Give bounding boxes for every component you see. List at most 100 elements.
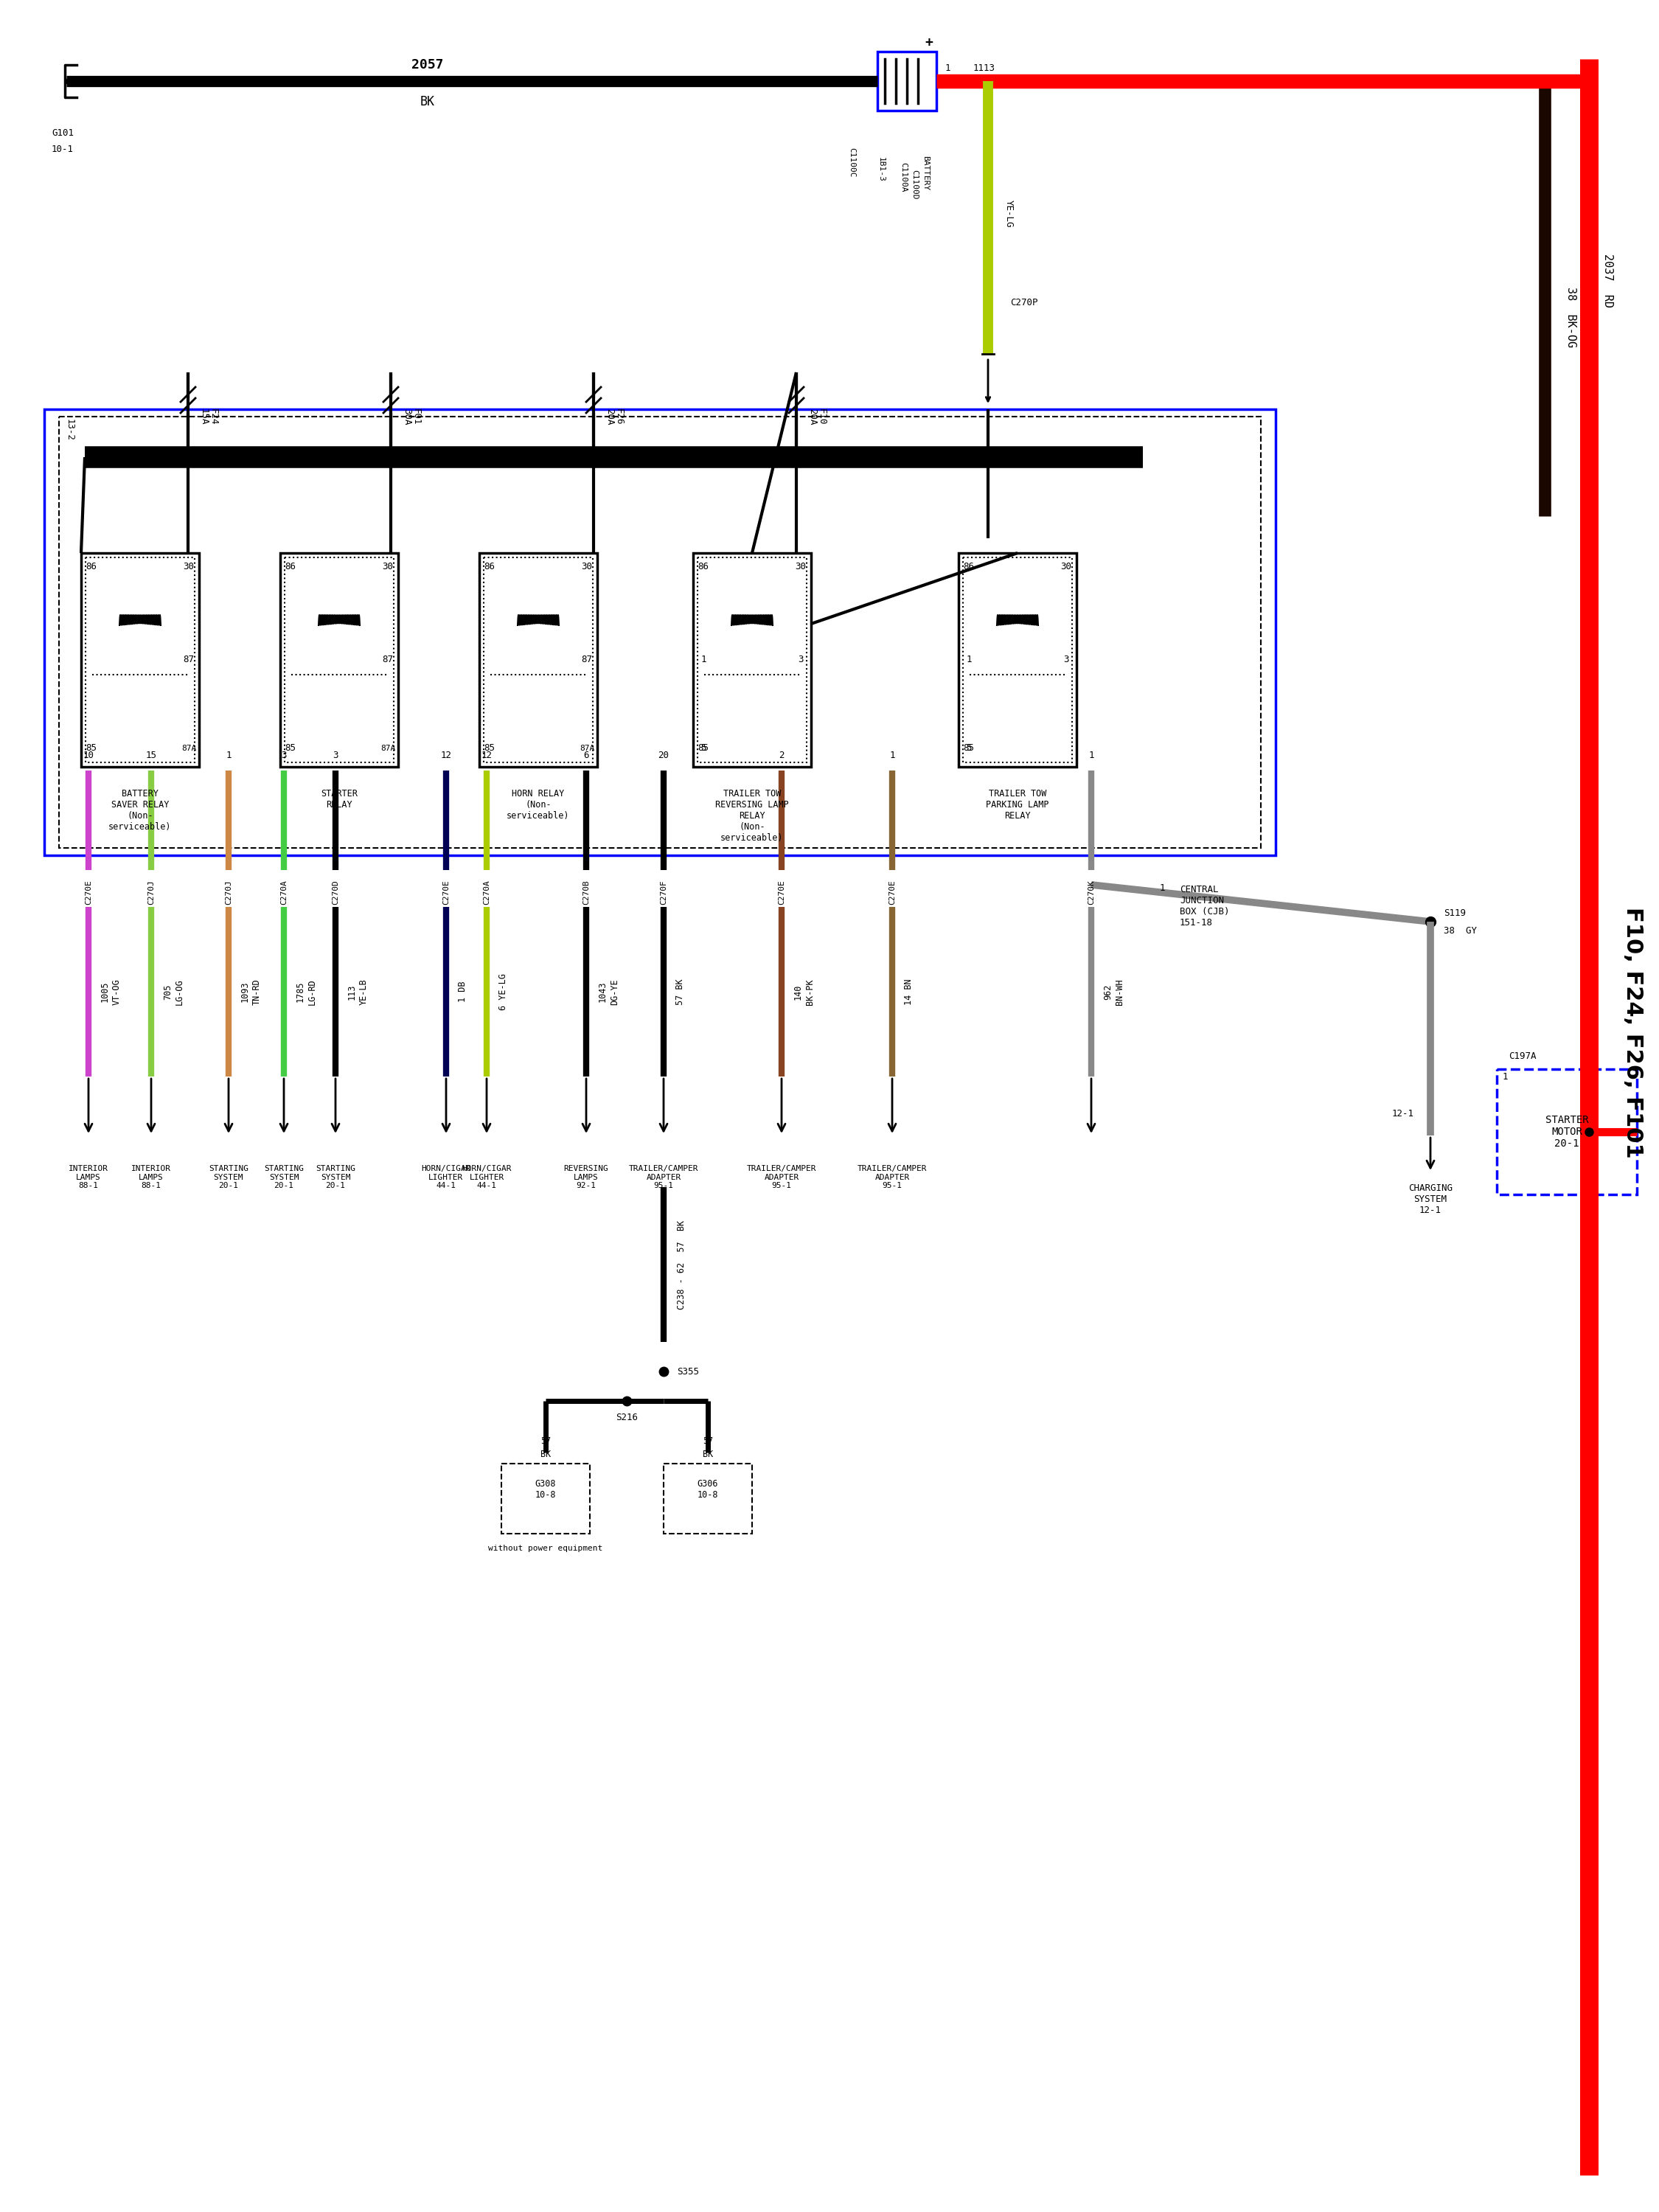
Text: VT-OG: VT-OG <box>113 978 121 1004</box>
Text: 3: 3 <box>798 655 803 664</box>
Bar <box>280 553 398 768</box>
Text: 705: 705 <box>163 984 173 1000</box>
Bar <box>45 409 1276 856</box>
Text: CHARGING
SYSTEM
12-1: CHARGING SYSTEM 12-1 <box>1408 1183 1453 1214</box>
Text: S355: S355 <box>677 1367 698 1376</box>
Text: CENTRAL
JUNCTION
BOX (CJB)
151-18: CENTRAL JUNCTION BOX (CJB) 151-18 <box>1180 885 1229 927</box>
Text: BATTERY: BATTERY <box>922 155 929 190</box>
Text: 87A: 87A <box>181 745 196 752</box>
Text: LG-OG: LG-OG <box>174 978 184 1004</box>
Text: 87A: 87A <box>579 745 594 752</box>
Text: 85: 85 <box>484 743 494 752</box>
Text: 87: 87 <box>581 655 592 664</box>
Text: 14 BN: 14 BN <box>904 978 914 1004</box>
Text: TRAILER/CAMPER
ADAPTER
95-1: TRAILER/CAMPER ADAPTER 95-1 <box>629 1166 698 1190</box>
Text: 962: 962 <box>1103 984 1113 1000</box>
Text: 140: 140 <box>793 984 803 1000</box>
Text: 30: 30 <box>382 562 393 571</box>
Text: INTERIOR
LAMPS
88-1: INTERIOR LAMPS 88-1 <box>131 1166 171 1190</box>
Text: 12-1: 12-1 <box>1392 1108 1413 1119</box>
Bar <box>693 553 811 768</box>
Bar <box>479 553 597 768</box>
Text: 1B1-3: 1B1-3 <box>878 157 884 181</box>
Text: BN-WH: BN-WH <box>1115 978 1125 1004</box>
Text: C238 - 62  57  BK: C238 - 62 57 BK <box>677 1219 687 1310</box>
Text: 6 YE-LG: 6 YE-LG <box>498 973 508 1011</box>
Text: 85: 85 <box>285 743 295 752</box>
Text: TN-RD: TN-RD <box>252 978 262 1004</box>
Text: 5: 5 <box>700 743 707 752</box>
Text: TRAILER/CAMPER
ADAPTER
95-1: TRAILER/CAMPER ADAPTER 95-1 <box>747 1166 816 1190</box>
Text: BK: BK <box>703 1451 713 1460</box>
Text: STARTER
RELAY: STARTER RELAY <box>320 790 358 810</box>
Text: C270J: C270J <box>148 880 154 905</box>
Text: 12: 12 <box>481 752 493 761</box>
Text: HORN RELAY
(Non-
serviceable): HORN RELAY (Non- serviceable) <box>506 790 569 821</box>
Text: BATTERY
SAVER RELAY
(Non-
serviceable): BATTERY SAVER RELAY (Non- serviceable) <box>108 790 171 832</box>
Text: HORN/CIGAR
LIGHTER
44-1: HORN/CIGAR LIGHTER 44-1 <box>461 1166 511 1190</box>
Text: G306
10-8: G306 10-8 <box>697 1480 718 1500</box>
Text: 1113: 1113 <box>974 64 995 73</box>
Text: 3: 3 <box>1063 655 1068 664</box>
Text: TRAILER/CAMPER
ADAPTER
95-1: TRAILER/CAMPER ADAPTER 95-1 <box>858 1166 927 1190</box>
Text: BK: BK <box>420 95 435 108</box>
Text: 10: 10 <box>83 752 95 761</box>
Text: S216: S216 <box>615 1413 637 1422</box>
Text: 57: 57 <box>703 1438 713 1447</box>
Text: 13-2: 13-2 <box>65 418 75 440</box>
Text: C270D: C270D <box>332 880 338 905</box>
Text: C270J: C270J <box>226 880 232 905</box>
Text: 1: 1 <box>1503 1073 1508 1082</box>
Text: 1: 1 <box>226 752 231 761</box>
Text: F10, F24, F26, F101: F10, F24, F26, F101 <box>1623 907 1644 1157</box>
Text: TRAILER TOW
REVERSING LAMP
RELAY
(Non-
serviceable): TRAILER TOW REVERSING LAMP RELAY (Non- s… <box>715 790 790 843</box>
Text: F26: F26 <box>614 409 624 425</box>
Bar <box>285 557 393 763</box>
Text: G101: G101 <box>51 128 73 137</box>
Text: C270E: C270E <box>85 880 93 905</box>
Text: 87: 87 <box>182 655 194 664</box>
Text: BK: BK <box>541 1451 551 1460</box>
Text: BK-PK: BK-PK <box>805 978 815 1004</box>
Text: 86: 86 <box>86 562 96 571</box>
Text: STARTING
SYSTEM
20-1: STARTING SYSTEM 20-1 <box>209 1166 249 1190</box>
Text: G308
10-8: G308 10-8 <box>536 1480 556 1500</box>
Text: 30: 30 <box>581 562 592 571</box>
Text: without power equipment: without power equipment <box>488 1544 602 1553</box>
Text: 10-1: 10-1 <box>51 144 73 155</box>
Text: 15: 15 <box>146 752 156 761</box>
Text: 1 DB: 1 DB <box>458 982 468 1002</box>
Bar <box>664 1464 752 1533</box>
Text: 2: 2 <box>778 752 785 761</box>
Text: STARTING
SYSTEM
20-1: STARTING SYSTEM 20-1 <box>264 1166 304 1190</box>
Text: 86: 86 <box>285 562 295 571</box>
Text: 3: 3 <box>280 752 287 761</box>
Text: 30: 30 <box>795 562 806 571</box>
Text: 85: 85 <box>86 743 96 752</box>
Text: 85: 85 <box>964 743 974 752</box>
Text: F10: F10 <box>816 409 826 425</box>
Text: 12: 12 <box>441 752 451 761</box>
Text: 1: 1 <box>700 655 707 664</box>
Text: 85: 85 <box>698 743 708 752</box>
Text: 6: 6 <box>584 752 589 761</box>
Text: C270E: C270E <box>778 880 785 905</box>
Text: 1: 1 <box>1088 752 1093 761</box>
Text: C197A: C197A <box>1508 1051 1536 1062</box>
Text: 87A: 87A <box>380 745 395 752</box>
Text: 3: 3 <box>333 752 338 761</box>
Text: 86: 86 <box>484 562 494 571</box>
Text: 20A: 20A <box>604 409 614 425</box>
Text: C1100A: C1100A <box>899 161 907 192</box>
Text: C270E: C270E <box>889 880 896 905</box>
Text: 86: 86 <box>964 562 974 571</box>
Text: S119: S119 <box>1443 907 1467 918</box>
Text: 38  BK-OG: 38 BK-OG <box>1564 288 1576 347</box>
Bar <box>86 557 194 763</box>
Text: STARTING
SYSTEM
20-1: STARTING SYSTEM 20-1 <box>315 1166 355 1190</box>
Text: 1: 1 <box>944 64 951 73</box>
Text: INTERIOR
LAMPS
88-1: INTERIOR LAMPS 88-1 <box>68 1166 108 1190</box>
Text: +: + <box>926 35 932 49</box>
Bar <box>60 416 1261 847</box>
Text: 2057: 2057 <box>411 58 443 71</box>
